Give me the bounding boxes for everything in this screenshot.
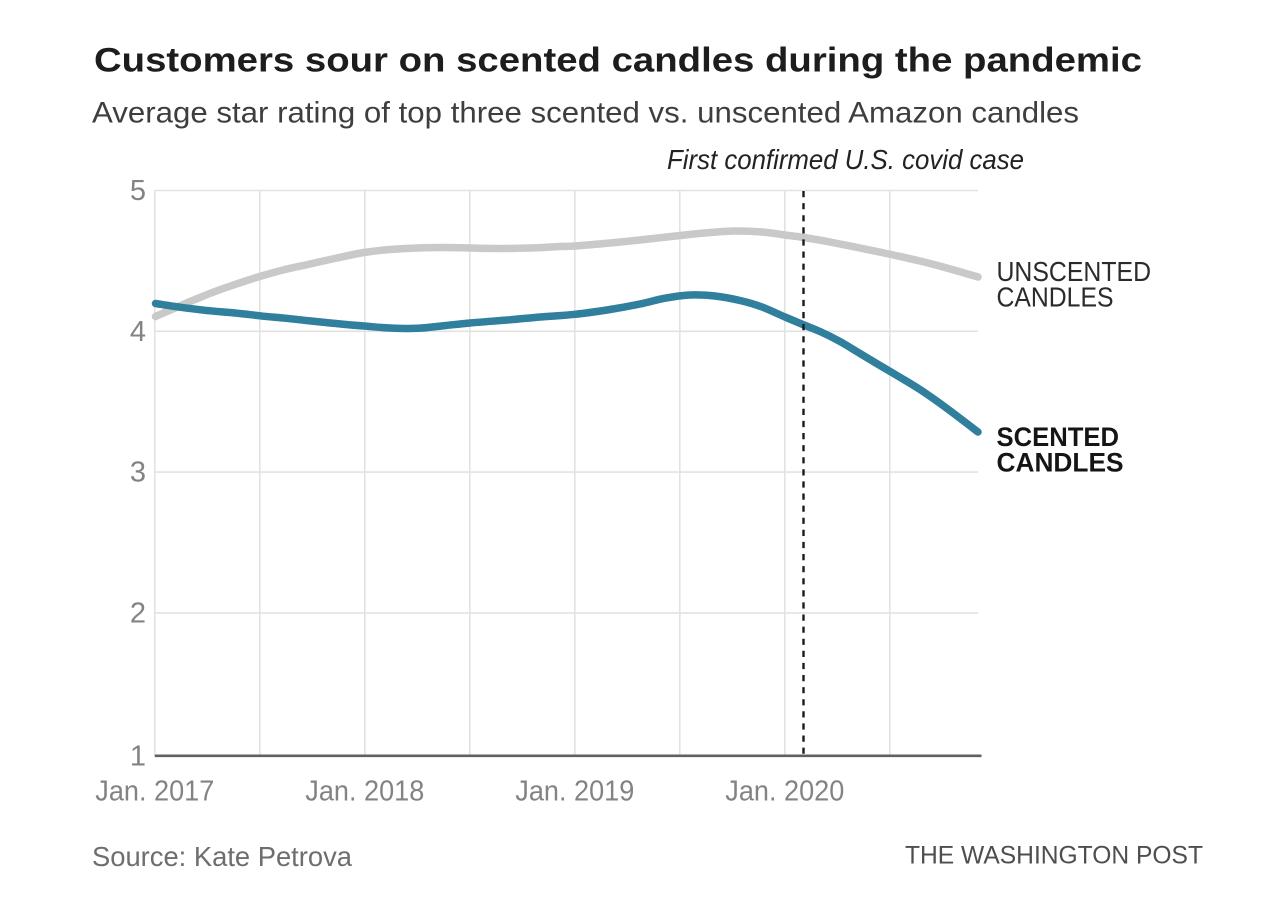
svg-text:Customers sour on scented cand: Customers sour on scented candles during… [94,42,1142,80]
svg-text:2: 2 [130,597,146,629]
svg-text:5: 5 [130,175,146,207]
svg-text:First confirmed U.S. covid cas: First confirmed U.S. covid case [667,144,1024,175]
svg-text:CANDLES: CANDLES [997,448,1124,478]
svg-text:Jan. 2019: Jan. 2019 [515,776,634,808]
svg-text:Jan. 2018: Jan. 2018 [305,776,424,808]
svg-text:Average star rating of top thr: Average star rating of top three scented… [92,97,1079,130]
svg-text:THE WASHINGTON POST: THE WASHINGTON POST [905,842,1203,870]
svg-text:SCENTED: SCENTED [997,422,1120,452]
svg-text:UNSCENTED: UNSCENTED [997,256,1152,287]
svg-text:1: 1 [130,740,146,772]
svg-text:Source: Kate Petrova: Source: Kate Petrova [92,841,352,872]
svg-text:Jan. 2020: Jan. 2020 [725,776,844,808]
svg-text:3: 3 [130,457,146,489]
svg-text:CANDLES: CANDLES [997,282,1114,313]
svg-text:4: 4 [130,316,146,348]
svg-text:Jan. 2017: Jan. 2017 [95,776,214,808]
